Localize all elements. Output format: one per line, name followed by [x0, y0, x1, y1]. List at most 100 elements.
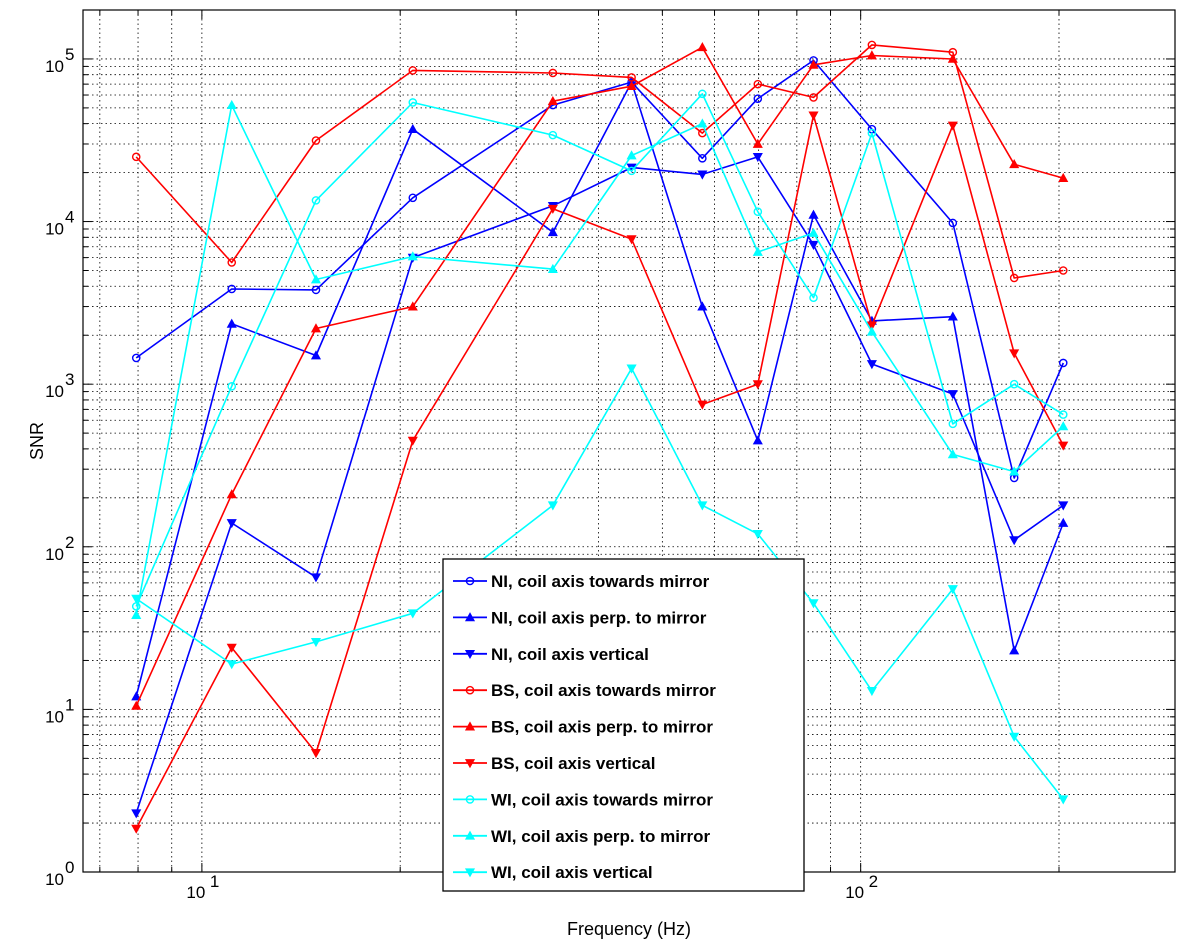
data-point — [808, 240, 819, 250]
legend-label: WI, coil axis vertical — [491, 863, 653, 882]
data-point — [752, 380, 763, 390]
data-point — [697, 42, 708, 52]
data-point — [697, 118, 708, 128]
data-point — [131, 809, 142, 819]
series-6 — [131, 111, 1069, 834]
series-line — [135, 104, 1064, 616]
data-point — [697, 501, 708, 511]
data-point — [1058, 795, 1069, 805]
data-point — [311, 136, 321, 145]
y-tick-base: 10 — [45, 545, 64, 564]
y-tick-exponent: 1 — [65, 695, 74, 714]
data-point — [408, 98, 418, 107]
legend-item: WI, coil axis vertical — [453, 863, 653, 882]
series-1 — [131, 56, 1068, 483]
data-point — [1058, 421, 1069, 431]
data-point — [226, 489, 237, 499]
y-tick-base: 10 — [45, 220, 64, 239]
data-point — [867, 128, 877, 138]
y-tick-exponent: 3 — [65, 370, 74, 389]
data-point — [697, 301, 708, 311]
data-point — [547, 501, 558, 511]
data-point — [948, 419, 958, 429]
data-point — [626, 150, 637, 160]
data-point — [407, 251, 418, 261]
y-tick-label: 102 — [45, 533, 74, 564]
data-point — [131, 609, 142, 619]
y-tick-label: 104 — [45, 208, 74, 239]
legend-label: WI, coil axis towards mirror — [491, 790, 713, 809]
data-point — [547, 204, 558, 214]
data-point — [226, 99, 237, 109]
data-point — [947, 585, 958, 595]
data-point — [226, 519, 237, 529]
data-point — [752, 138, 763, 148]
y-axis-label: SNR — [27, 422, 47, 460]
data-point — [808, 227, 819, 237]
data-point — [1009, 645, 1020, 655]
data-point — [626, 364, 637, 374]
data-point — [948, 218, 958, 228]
data-point — [227, 258, 237, 267]
data-point — [1058, 358, 1068, 368]
legend-swatch-marker — [464, 649, 476, 660]
data-point — [131, 353, 141, 363]
x-tick-exponent: 1 — [210, 872, 219, 891]
data-point — [547, 226, 558, 237]
data-point — [947, 449, 958, 459]
legend-label: NI, coil axis towards mirror — [491, 572, 710, 591]
data-point — [1009, 466, 1020, 476]
data-point — [752, 435, 763, 445]
series-line — [135, 93, 1064, 607]
legend-label: NI, coil axis vertical — [491, 645, 649, 664]
data-point — [311, 196, 321, 205]
data-point — [866, 50, 877, 60]
data-point — [698, 153, 707, 163]
y-tick-label: 100 — [45, 858, 74, 889]
x-axis-label: Frequency (Hz) — [567, 919, 691, 939]
series-8 — [131, 99, 1069, 619]
legend-label: WI, coil axis perp. to mirror — [491, 827, 711, 846]
data-point — [808, 209, 819, 219]
data-point — [227, 284, 237, 294]
series-group — [131, 40, 1069, 834]
data-point — [407, 301, 418, 311]
data-point — [547, 95, 558, 106]
series-4 — [131, 40, 1068, 283]
y-tick-label: 105 — [45, 45, 74, 76]
data-point — [310, 573, 322, 583]
data-point — [697, 170, 708, 180]
series-5 — [131, 42, 1069, 710]
data-point — [407, 609, 418, 619]
data-point — [808, 599, 819, 609]
data-point — [226, 660, 237, 670]
data-point — [753, 79, 763, 89]
legend-item: NI, coil axis towards mirror — [453, 572, 710, 591]
data-point — [407, 436, 418, 446]
data-point — [310, 350, 322, 360]
legend-swatch-marker — [464, 612, 476, 622]
data-point — [311, 285, 321, 295]
data-point — [1058, 501, 1069, 511]
y-tick-base: 10 — [45, 57, 64, 76]
grid — [83, 10, 1175, 872]
data-point — [947, 311, 958, 321]
data-point — [947, 390, 958, 400]
legend-label: BS, coil axis perp. to mirror — [491, 718, 713, 737]
data-point — [548, 130, 558, 140]
data-point — [310, 323, 322, 333]
series-line — [135, 59, 1065, 479]
y-tick-exponent: 5 — [65, 45, 74, 64]
y-tick-base: 10 — [45, 707, 64, 726]
data-point — [131, 691, 142, 701]
legend-swatch-marker — [464, 868, 476, 878]
data-point — [867, 40, 877, 50]
data-point — [310, 638, 322, 648]
data-point — [131, 824, 142, 834]
y-tick-exponent: 4 — [65, 208, 74, 227]
data-point — [310, 749, 322, 759]
data-point — [226, 643, 237, 653]
data-point — [809, 93, 818, 102]
legend-item: NI, coil axis perp. to mirror — [453, 608, 707, 627]
